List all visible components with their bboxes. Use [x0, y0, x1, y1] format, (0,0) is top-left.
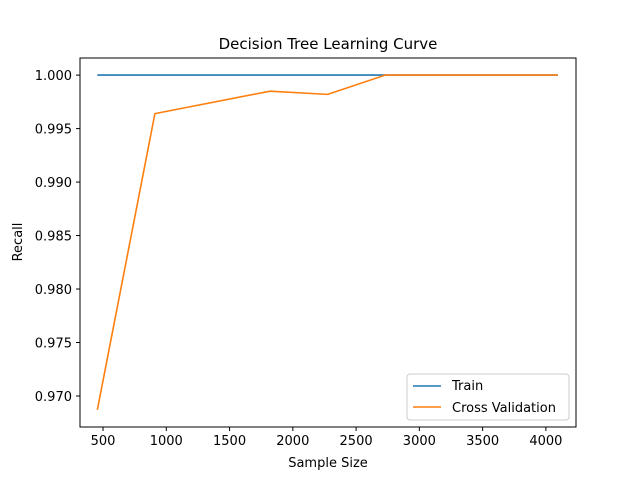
y-tick-label: 0.975: [35, 337, 72, 352]
y-tick-label: 0.995: [35, 123, 72, 138]
y-tick-label: 0.990: [35, 176, 72, 191]
chart-title: Decision Tree Learning Curve: [219, 35, 438, 53]
y-axis-ticks: 0.970 0.975 0.980 0.985 0.990 0.995 1.000: [35, 69, 80, 405]
x-tick-label: 3500: [466, 434, 499, 449]
x-axis-ticks: 500 1000 1500 2000 2500 3000 3500 4000: [91, 427, 562, 449]
series-layer: [96, 74, 558, 411]
y-tick-label: 0.970: [35, 390, 72, 405]
x-tick-label: 500: [91, 434, 116, 449]
legend-frame: [406, 373, 570, 421]
x-tick-label: 2000: [276, 434, 309, 449]
x-tick-label: 3000: [403, 434, 436, 449]
legend-label-cross-validation: Cross Validation: [452, 401, 556, 416]
y-axis-label: Recall: [11, 223, 26, 262]
x-tick-label: 4000: [529, 434, 562, 449]
legend-label-train: Train: [451, 379, 483, 394]
x-tick-label: 1500: [213, 434, 246, 449]
y-tick-label: 0.980: [35, 283, 72, 298]
plot-frame: [79, 57, 577, 428]
y-tick-label: 1.000: [35, 69, 72, 84]
x-tick-label: 1000: [150, 434, 183, 449]
legend: Train Cross Validation: [406, 373, 570, 421]
x-tick-label: 2500: [340, 434, 373, 449]
y-tick-label: 0.985: [35, 230, 72, 245]
x-axis-label: Sample Size: [288, 456, 368, 471]
series-line-cross-validation: [96, 74, 558, 411]
